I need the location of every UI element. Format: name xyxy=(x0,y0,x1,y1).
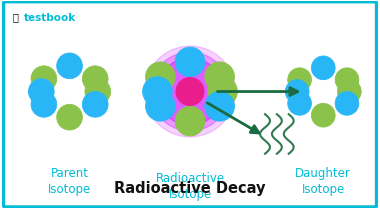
Circle shape xyxy=(335,68,359,92)
Circle shape xyxy=(175,47,205,77)
Circle shape xyxy=(288,92,312,115)
Text: Radioactive Decay: Radioactive Decay xyxy=(114,181,266,196)
Text: Daughter
Isotope: Daughter Isotope xyxy=(295,167,351,196)
Circle shape xyxy=(285,80,309,103)
Circle shape xyxy=(150,52,230,131)
Circle shape xyxy=(57,104,82,130)
Circle shape xyxy=(205,62,234,92)
Circle shape xyxy=(146,92,175,121)
Circle shape xyxy=(157,58,223,125)
Circle shape xyxy=(175,106,205,136)
Circle shape xyxy=(288,68,312,92)
Circle shape xyxy=(142,77,172,106)
Circle shape xyxy=(335,92,359,115)
Text: Parent
Isotope: Parent Isotope xyxy=(48,167,91,196)
Circle shape xyxy=(205,92,234,121)
Circle shape xyxy=(146,62,175,92)
Circle shape xyxy=(28,79,54,104)
Circle shape xyxy=(57,53,82,79)
Circle shape xyxy=(144,46,236,137)
Circle shape xyxy=(85,79,111,104)
Circle shape xyxy=(208,77,238,106)
Circle shape xyxy=(312,103,335,127)
Circle shape xyxy=(82,66,108,92)
Text: Radioactive
Isotope: Radioactive Isotope xyxy=(155,172,225,201)
Circle shape xyxy=(31,92,57,117)
Circle shape xyxy=(31,66,57,92)
Circle shape xyxy=(176,77,204,106)
Circle shape xyxy=(82,92,108,117)
Circle shape xyxy=(312,56,335,80)
Text: 🔖: 🔖 xyxy=(12,13,18,22)
Circle shape xyxy=(337,80,361,103)
Text: testbook: testbook xyxy=(24,13,76,22)
